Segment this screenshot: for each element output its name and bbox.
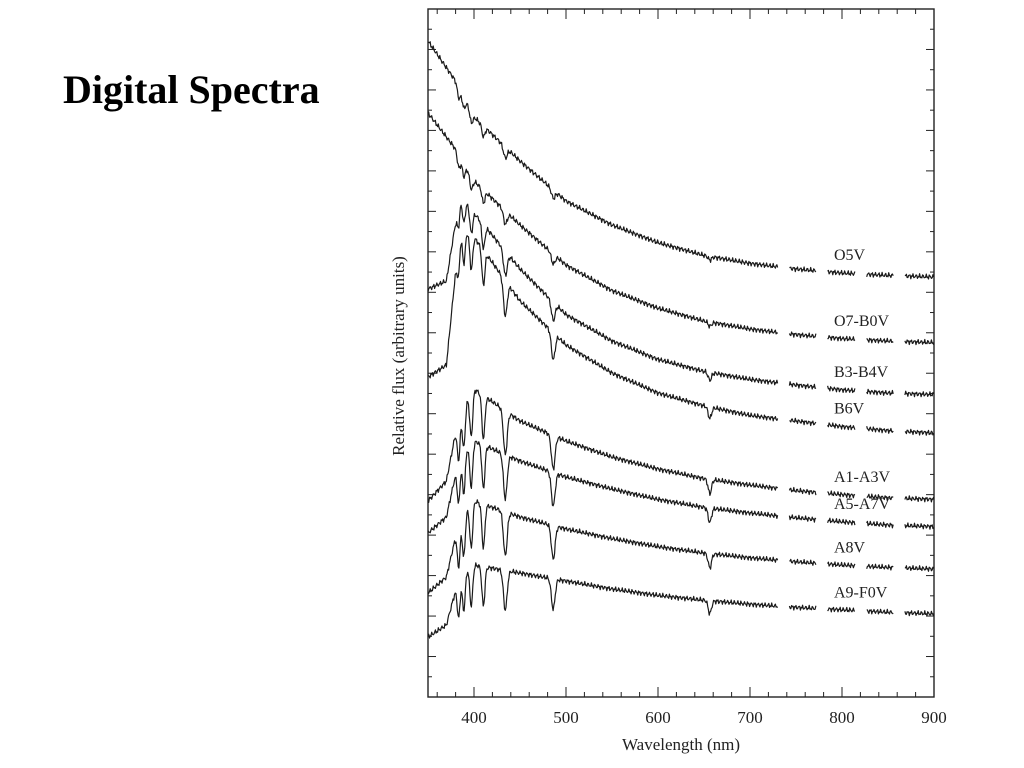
spectrum-line <box>427 499 779 595</box>
spectrum-line <box>789 558 817 566</box>
spectrum-line <box>427 389 779 503</box>
x-tick-label: 600 <box>645 708 671 727</box>
spectrum-line <box>904 390 935 398</box>
x-tick-label: 800 <box>829 708 855 727</box>
spectrum-line <box>904 610 935 617</box>
spectrum-line <box>827 422 856 431</box>
spectrum-line <box>427 562 779 639</box>
spectrum-line <box>427 41 779 269</box>
y-axis-label: Relative flux (arbitrary units) <box>389 256 408 456</box>
spectrum-line <box>788 381 817 390</box>
spectrum-line <box>866 563 894 571</box>
spectrum-line <box>827 606 856 613</box>
x-tick-label: 900 <box>921 708 947 727</box>
spectrum-line <box>427 235 779 422</box>
series-label: A5-A7V <box>834 496 890 513</box>
spectrum-line <box>827 517 856 526</box>
spectrum-line <box>904 338 935 346</box>
spectrum-line <box>904 565 935 572</box>
series-label: A1-A3V <box>834 469 890 486</box>
spectrum-line <box>827 385 856 394</box>
spectrum-line <box>866 388 894 396</box>
spectrum-line <box>866 271 894 279</box>
spectrum-line <box>788 486 817 496</box>
spectrum-line <box>788 331 817 339</box>
spectrum-line <box>827 335 856 342</box>
spectrum-line <box>789 266 817 273</box>
spectrum-line <box>788 514 817 523</box>
series-label: O7-B0V <box>834 313 890 330</box>
series-labels: O5V O7-B0V B3-B4V B6V A1-A3V A5-A7V A8V A9-F0V <box>834 247 890 601</box>
series-label: B6V <box>834 400 865 417</box>
series-label: A8V <box>834 539 866 556</box>
spectrum-line <box>866 608 894 615</box>
spectrum-line <box>827 490 856 499</box>
spectrum-line <box>904 495 935 503</box>
spectrum-line <box>427 203 779 386</box>
spectrum-line <box>866 426 894 434</box>
spectrum-line <box>788 604 817 611</box>
spectrum-line <box>866 337 894 344</box>
spectrum-line <box>789 417 817 427</box>
x-tick-label: 700 <box>737 708 763 727</box>
spectrum-line <box>866 520 894 529</box>
x-tick-label: 400 <box>461 708 487 727</box>
series-label: A9-F0V <box>834 584 888 601</box>
spectrum-line <box>904 522 935 530</box>
spectrum-line <box>866 493 894 502</box>
x-tick-label: 500 <box>553 708 579 727</box>
spectrum-line <box>427 440 779 534</box>
spectrum-line <box>904 428 935 436</box>
series-label: B3-B4V <box>834 364 889 381</box>
spectrum-line <box>904 273 935 280</box>
spectrum-line <box>827 269 856 276</box>
x-tick-labels: 400 500 600 700 800 900 <box>461 708 947 727</box>
spectra-series <box>427 41 935 639</box>
spectrum-line <box>827 561 856 569</box>
x-axis-label: Wavelength (nm) <box>622 735 740 754</box>
slide-title: Digital Spectra <box>63 67 320 112</box>
series-label: O5V <box>834 247 866 264</box>
spectrum-line <box>427 111 779 335</box>
